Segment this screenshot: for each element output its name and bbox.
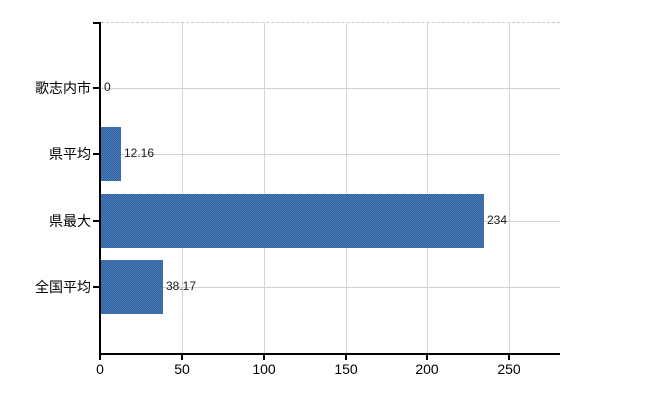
x-tick: [181, 355, 183, 360]
plot-top-border: [101, 22, 560, 23]
gridline-horizontal: [101, 88, 560, 89]
gridline-vertical: [346, 23, 347, 353]
y-tick: [93, 87, 99, 89]
gridline-vertical: [264, 23, 265, 353]
y-axis: [99, 22, 101, 353]
gridline-vertical: [427, 23, 428, 353]
category-label: 歌志内市: [35, 80, 91, 96]
bar-value-label: 38.17: [166, 279, 197, 293]
bar: [101, 260, 163, 314]
bar-value-label: 12.16: [124, 146, 155, 160]
gridline-vertical: [182, 23, 183, 353]
category-label: 全国平均: [35, 279, 91, 295]
category-label: 県最大: [49, 213, 91, 229]
x-tick-label: 250: [497, 361, 521, 377]
bar: [101, 194, 484, 248]
category-label: 県平均: [49, 146, 91, 162]
x-tick-label: 100: [252, 361, 276, 377]
y-tick: [93, 153, 99, 155]
x-tick: [263, 355, 265, 360]
gridline-horizontal: [101, 154, 560, 155]
bar: [101, 127, 121, 181]
x-tick-label: 200: [415, 361, 439, 377]
y-axis-top-tick: [93, 22, 99, 24]
y-tick: [93, 286, 99, 288]
gridline-vertical: [509, 23, 510, 353]
x-tick-label: 150: [334, 361, 358, 377]
x-tick: [508, 355, 510, 360]
x-axis: [99, 353, 560, 355]
x-tick: [345, 355, 347, 360]
bar-value-label: 0: [104, 80, 111, 94]
x-tick-label: 0: [96, 361, 104, 377]
y-tick: [93, 220, 99, 222]
x-tick: [426, 355, 428, 360]
x-tick: [99, 355, 101, 360]
gridline-horizontal: [101, 287, 560, 288]
x-tick-label: 50: [174, 361, 190, 377]
bar-value-label: 234: [487, 213, 508, 227]
